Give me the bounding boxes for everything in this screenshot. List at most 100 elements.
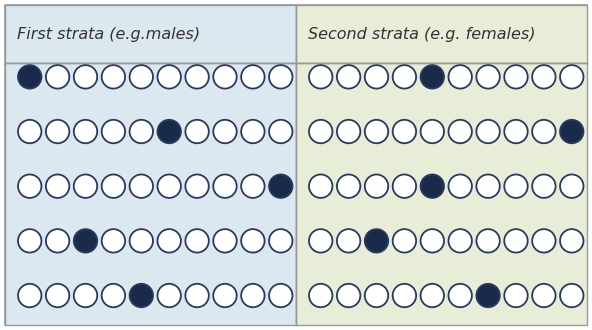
Circle shape — [18, 65, 41, 88]
Circle shape — [449, 284, 472, 307]
Circle shape — [269, 175, 292, 198]
Bar — [5, 63, 296, 325]
Circle shape — [365, 229, 388, 252]
Circle shape — [477, 175, 500, 198]
Circle shape — [560, 175, 584, 198]
Circle shape — [46, 175, 69, 198]
Circle shape — [309, 229, 333, 252]
Circle shape — [46, 284, 69, 307]
Circle shape — [18, 229, 41, 252]
Circle shape — [102, 120, 125, 143]
Circle shape — [269, 284, 292, 307]
Circle shape — [504, 229, 527, 252]
Circle shape — [241, 229, 265, 252]
Circle shape — [241, 175, 265, 198]
Circle shape — [504, 284, 527, 307]
Circle shape — [365, 65, 388, 88]
Circle shape — [477, 120, 500, 143]
Circle shape — [560, 120, 584, 143]
Circle shape — [560, 284, 584, 307]
Circle shape — [449, 175, 472, 198]
Circle shape — [185, 229, 209, 252]
Circle shape — [102, 284, 125, 307]
Circle shape — [74, 229, 97, 252]
Circle shape — [102, 65, 125, 88]
Circle shape — [46, 120, 69, 143]
Circle shape — [213, 284, 237, 307]
Circle shape — [337, 284, 361, 307]
Circle shape — [392, 175, 416, 198]
Circle shape — [392, 229, 416, 252]
Circle shape — [18, 175, 41, 198]
Circle shape — [477, 284, 500, 307]
Circle shape — [365, 120, 388, 143]
Bar — [296, 5, 587, 63]
Circle shape — [74, 284, 97, 307]
Circle shape — [130, 229, 153, 252]
Circle shape — [449, 65, 472, 88]
Circle shape — [532, 175, 555, 198]
Circle shape — [130, 175, 153, 198]
Circle shape — [213, 229, 237, 252]
Circle shape — [532, 120, 555, 143]
Circle shape — [392, 65, 416, 88]
Circle shape — [185, 120, 209, 143]
Circle shape — [157, 229, 181, 252]
Circle shape — [74, 120, 97, 143]
Circle shape — [130, 65, 153, 88]
Circle shape — [477, 229, 500, 252]
Circle shape — [157, 284, 181, 307]
Circle shape — [185, 65, 209, 88]
Circle shape — [157, 65, 181, 88]
Circle shape — [213, 175, 237, 198]
Circle shape — [449, 120, 472, 143]
Circle shape — [157, 175, 181, 198]
Circle shape — [309, 120, 333, 143]
Circle shape — [365, 284, 388, 307]
Circle shape — [74, 65, 97, 88]
Circle shape — [337, 120, 361, 143]
Circle shape — [185, 175, 209, 198]
Text: Second strata (e.g. females): Second strata (e.g. females) — [308, 26, 536, 42]
Circle shape — [504, 175, 527, 198]
Bar — [296, 63, 587, 325]
Circle shape — [46, 65, 69, 88]
Circle shape — [560, 229, 584, 252]
Circle shape — [241, 284, 265, 307]
Circle shape — [18, 120, 41, 143]
Circle shape — [102, 229, 125, 252]
Circle shape — [130, 120, 153, 143]
Circle shape — [532, 65, 555, 88]
Circle shape — [269, 229, 292, 252]
Circle shape — [392, 284, 416, 307]
Circle shape — [532, 284, 555, 307]
Circle shape — [532, 229, 555, 252]
Circle shape — [269, 65, 292, 88]
Bar — [5, 5, 296, 63]
Circle shape — [420, 175, 444, 198]
Circle shape — [241, 120, 265, 143]
Circle shape — [269, 120, 292, 143]
Circle shape — [130, 284, 153, 307]
Circle shape — [309, 284, 333, 307]
Circle shape — [560, 65, 584, 88]
Circle shape — [309, 175, 333, 198]
Circle shape — [185, 284, 209, 307]
Circle shape — [46, 229, 69, 252]
Circle shape — [504, 120, 527, 143]
Circle shape — [337, 65, 361, 88]
Circle shape — [449, 229, 472, 252]
Circle shape — [477, 65, 500, 88]
Circle shape — [420, 229, 444, 252]
Circle shape — [102, 175, 125, 198]
Circle shape — [241, 65, 265, 88]
Circle shape — [337, 229, 361, 252]
Circle shape — [18, 284, 41, 307]
Circle shape — [365, 175, 388, 198]
Circle shape — [420, 284, 444, 307]
Text: First strata (e.g.males): First strata (e.g.males) — [17, 26, 200, 42]
Circle shape — [213, 65, 237, 88]
Circle shape — [420, 120, 444, 143]
Circle shape — [213, 120, 237, 143]
Circle shape — [157, 120, 181, 143]
